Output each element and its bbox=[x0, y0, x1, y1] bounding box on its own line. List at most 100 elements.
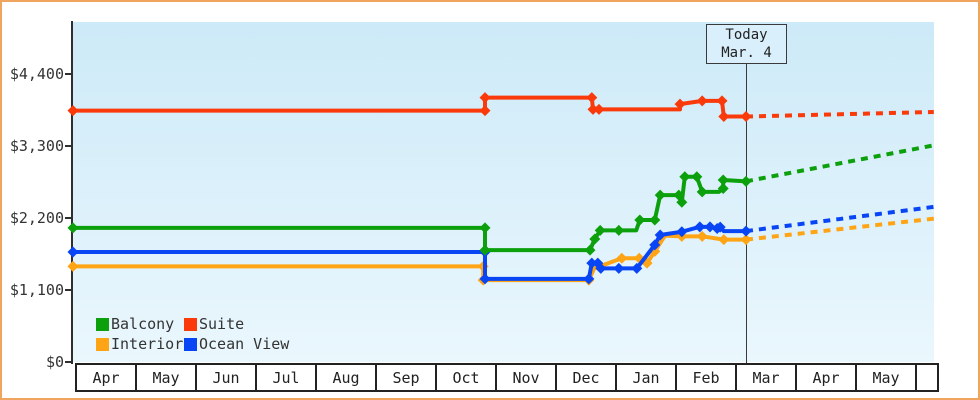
balcony-swatch-icon bbox=[96, 317, 109, 331]
series-ocean-view-marker bbox=[479, 273, 491, 285]
series-ocean-view-marker bbox=[67, 246, 79, 258]
series-interior-forecast bbox=[745, 216, 935, 242]
series-suite-marker bbox=[593, 103, 605, 115]
today-date: Mar. 4 bbox=[721, 45, 772, 61]
legend-item-suite: Suite bbox=[184, 315, 244, 333]
series-balcony-line bbox=[72, 174, 747, 253]
series-interior-marker bbox=[740, 234, 752, 246]
series-balcony-marker bbox=[649, 214, 661, 226]
month-cell: Apr bbox=[797, 365, 857, 390]
month-cell: Feb bbox=[677, 365, 737, 390]
series-balcony-marker bbox=[691, 171, 703, 183]
series-ocean-view-marker bbox=[595, 262, 607, 274]
legend-label-suite: Suite bbox=[199, 315, 245, 333]
series-interior-marker bbox=[616, 252, 628, 264]
month-cell: Jan bbox=[617, 365, 677, 390]
y-axis-label: $4,400 bbox=[9, 65, 64, 83]
month-cell: Jul bbox=[257, 365, 317, 390]
today-line bbox=[746, 61, 747, 364]
y-axis-label: $1,100 bbox=[9, 281, 64, 299]
series-suite-forecast bbox=[745, 109, 934, 119]
y-axis-label: $0 bbox=[45, 353, 64, 371]
series-ocean-view-marker bbox=[583, 273, 595, 285]
legend: Balcony Suite Interior Ocean View bbox=[96, 314, 289, 354]
interior-swatch-icon bbox=[96, 337, 109, 351]
y-axis-line bbox=[71, 21, 73, 364]
month-cell: May bbox=[857, 365, 917, 390]
y-axis-tick bbox=[65, 217, 72, 219]
series-balcony-marker bbox=[740, 175, 752, 187]
series-suite-marker bbox=[586, 92, 598, 104]
series-ocean-view-marker bbox=[694, 221, 706, 233]
today-annotation-box: Today Mar. 4 bbox=[706, 24, 787, 64]
series-ocean-view-marker bbox=[654, 229, 666, 241]
series-balcony-marker bbox=[479, 244, 491, 256]
series-balcony-marker bbox=[589, 233, 601, 245]
y-axis-label: $3,300 bbox=[9, 137, 64, 155]
series-ocean-view-marker bbox=[704, 221, 716, 233]
series-ocean-view-line bbox=[72, 224, 746, 281]
month-cell: Nov bbox=[497, 365, 557, 390]
month-axis: Apr May Jun Jul Aug Sep Oct Nov Dec Jan Feb Mar Apr M… bbox=[75, 363, 939, 392]
month-cell: Oct bbox=[437, 365, 497, 390]
series-balcony-marker bbox=[676, 196, 688, 208]
series-balcony-marker bbox=[584, 244, 596, 256]
series-ocean-view-marker bbox=[613, 262, 625, 274]
series-ocean-view-marker bbox=[586, 257, 598, 269]
series-suite-marker bbox=[740, 111, 752, 123]
series-suite-marker bbox=[674, 98, 686, 110]
y-axis-tick bbox=[65, 145, 72, 147]
series-suite-marker bbox=[716, 95, 728, 107]
y-axis-label: $2,200 bbox=[9, 209, 64, 227]
legend-label-balcony: Balcony bbox=[111, 315, 175, 333]
series-balcony-marker bbox=[594, 224, 606, 236]
series-balcony-marker bbox=[717, 174, 729, 186]
legend-label-ocean-view: Ocean View bbox=[199, 335, 290, 353]
today-label: Today bbox=[725, 27, 768, 43]
series-balcony-marker bbox=[67, 222, 79, 234]
series-balcony-marker bbox=[654, 189, 666, 201]
legend-item-ocean-view: Ocean View bbox=[184, 335, 289, 353]
y-axis-tick bbox=[65, 73, 72, 75]
series-interior-marker bbox=[67, 260, 79, 272]
legend-item-interior: Interior bbox=[96, 335, 184, 353]
series-balcony-marker bbox=[717, 183, 729, 195]
month-cell: May bbox=[137, 365, 197, 390]
series-suite-marker bbox=[696, 95, 708, 107]
series-suite-marker bbox=[67, 105, 79, 117]
legend-item-balcony: Balcony bbox=[96, 315, 184, 333]
y-axis-tick bbox=[65, 361, 72, 363]
series-ocean-view-forecast bbox=[745, 204, 935, 234]
legend-label-interior: Interior bbox=[111, 335, 184, 353]
month-cell: Mar bbox=[737, 365, 797, 390]
series-suite-marker bbox=[587, 103, 599, 115]
month-cell: Aug bbox=[317, 365, 377, 390]
month-cell: Sep bbox=[377, 365, 437, 390]
ocean-view-swatch-icon bbox=[184, 337, 197, 351]
series-balcony-marker bbox=[479, 222, 491, 234]
series-balcony-marker bbox=[634, 214, 646, 226]
y-axis-tick bbox=[65, 289, 72, 291]
series-balcony-marker bbox=[613, 224, 625, 236]
series-interior-marker bbox=[696, 230, 708, 242]
series-suite-marker bbox=[718, 111, 730, 123]
month-cell: Jun bbox=[197, 365, 257, 390]
series-ocean-view-marker bbox=[649, 239, 661, 251]
suite-swatch-icon bbox=[184, 317, 197, 331]
series-suite-marker bbox=[479, 105, 491, 117]
month-cell: Apr bbox=[77, 365, 137, 390]
series-balcony-forecast bbox=[745, 143, 935, 184]
series-suite-line bbox=[72, 95, 746, 119]
month-cell: Dec bbox=[557, 365, 617, 390]
series-ocean-view-marker bbox=[714, 221, 726, 233]
month-cell-partial bbox=[917, 365, 937, 390]
series-ocean-view-marker bbox=[740, 225, 752, 237]
series-balcony-marker bbox=[696, 186, 708, 198]
series-interior-marker bbox=[718, 234, 730, 246]
series-ocean-view-marker bbox=[631, 262, 643, 274]
series-balcony-marker bbox=[679, 171, 691, 183]
plot-area bbox=[73, 22, 934, 362]
series-ocean-view-marker bbox=[676, 226, 688, 238]
